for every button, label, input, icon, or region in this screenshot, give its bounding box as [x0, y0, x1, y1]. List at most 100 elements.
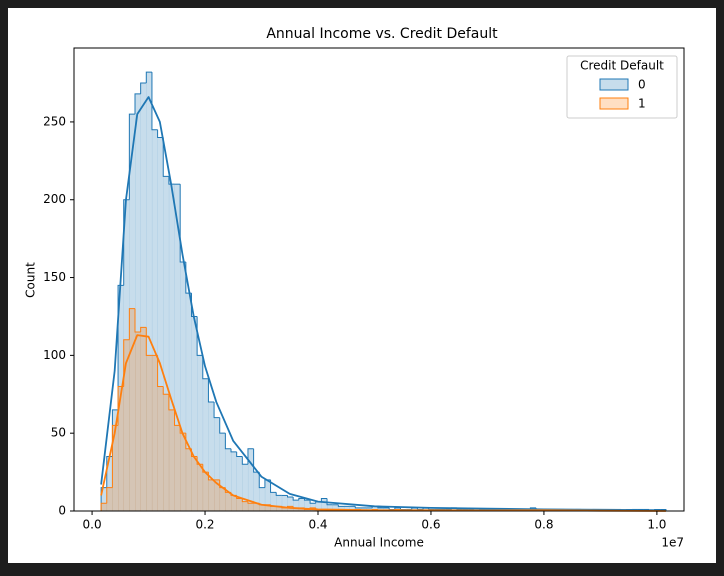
histogram-bar: [112, 409, 119, 511]
histogram-step: [202, 355, 209, 380]
histogram-bar: [135, 93, 141, 512]
histogram-step: [117, 284, 124, 410]
histogram-step: [128, 308, 135, 340]
histogram-bar: [168, 184, 175, 512]
histogram-bar: [123, 199, 130, 511]
histogram-bar: [349, 506, 356, 511]
legend: Credit Default 0 1: [566, 55, 678, 119]
histogram-bar: [123, 339, 130, 511]
histogram-step: [224, 433, 232, 450]
histogram-bar: [372, 506, 379, 511]
histogram-bar: [101, 487, 108, 511]
histogram-step: [264, 479, 271, 488]
histogram-bar: [231, 495, 237, 511]
histogram-bar: [236, 498, 243, 511]
histogram-bar: [219, 433, 226, 511]
histogram-bar: [191, 456, 198, 511]
histogram-bar: [185, 448, 192, 511]
histogram-bar: [174, 184, 181, 512]
histogram-bar: [315, 501, 322, 511]
histogram-bar: [180, 261, 187, 511]
histogram-bar: [236, 456, 243, 511]
histogram-bar: [208, 402, 215, 511]
histogram-bar: [281, 495, 288, 511]
histogram-step: [157, 355, 164, 387]
x-tick-label: 0.6: [421, 518, 440, 532]
histogram-step: [303, 498, 311, 501]
histogram-bar: [310, 503, 317, 511]
histogram-bar: [253, 503, 260, 511]
histogram-bar: [118, 386, 125, 511]
histogram-step: [168, 176, 175, 185]
histogram-bar: [202, 472, 209, 511]
histogram-step: [298, 498, 305, 501]
histogram-step: [207, 378, 215, 403]
histogram-bar: [304, 509, 311, 511]
histogram-bar: [327, 504, 333, 511]
histogram-step: [123, 199, 130, 286]
histogram-step: [247, 501, 254, 504]
histogram-step: [337, 504, 344, 507]
y-tick-label: 100: [43, 348, 66, 362]
histogram-bar: [112, 425, 119, 511]
histogram-step: [174, 409, 181, 426]
y-tick-label: 250: [43, 114, 66, 128]
legend-swatch: [599, 78, 629, 91]
histogram-step: [320, 498, 328, 502]
histogram-bar: [253, 472, 260, 511]
histogram-bar: [208, 479, 215, 511]
x-tick-label: 0.8: [534, 518, 553, 532]
histogram-bar: [304, 500, 311, 511]
histogram-bar: [135, 332, 141, 511]
histogram-step: [270, 479, 277, 493]
histogram-bar: [242, 464, 249, 511]
x-axis-label: Annual Income: [334, 536, 424, 550]
histogram-step: [258, 472, 265, 489]
histogram-bar: [140, 327, 147, 511]
histogram-bar: [197, 464, 204, 511]
histogram-bar: [338, 506, 345, 511]
histogram-bar: [163, 176, 170, 511]
histogram-bar: [264, 504, 271, 511]
histogram-bar: [276, 495, 283, 511]
histogram-step: [241, 456, 248, 465]
legend-swatch: [599, 97, 629, 110]
y-tick-label: 0: [58, 504, 66, 518]
histogram-step: [230, 448, 237, 453]
histogram-step: [354, 506, 361, 509]
histogram-step: [213, 402, 220, 419]
histogram-bar: [247, 448, 254, 511]
legend-label: 0: [638, 78, 646, 92]
histogram-bar: [157, 137, 164, 511]
histogram-step: [309, 500, 316, 504]
histogram-bar: [270, 506, 277, 511]
histogram-bar: [225, 448, 232, 511]
histogram-step: [134, 308, 141, 333]
kde-line: [100, 334, 666, 512]
histogram-step: [151, 72, 158, 131]
histogram-bar: [270, 492, 277, 511]
histogram-bar: [106, 487, 113, 511]
y-axis-label: Count: [24, 262, 38, 298]
histogram-step: [157, 129, 164, 138]
histogram-bar: [298, 498, 305, 511]
histogram-step: [134, 93, 141, 115]
histogram-bar: [281, 507, 288, 511]
histogram-bar: [287, 496, 294, 511]
histogram-bar: [140, 83, 147, 511]
y-tick-label: 200: [43, 192, 66, 206]
histogram-bar: [219, 487, 226, 511]
histogram-bar: [185, 293, 192, 511]
legend-box: [566, 55, 678, 119]
histogram-step: [236, 451, 243, 458]
histogram-step: [292, 496, 299, 501]
histogram-bar: [321, 498, 328, 511]
histogram-bar: [180, 433, 187, 511]
histogram-step: [326, 498, 333, 506]
histogram-bar: [231, 451, 237, 511]
y-tick-label: 150: [43, 270, 66, 284]
histogram-step: [162, 137, 169, 177]
histogram-bar: [242, 501, 249, 511]
histogram-bar: [259, 487, 266, 511]
